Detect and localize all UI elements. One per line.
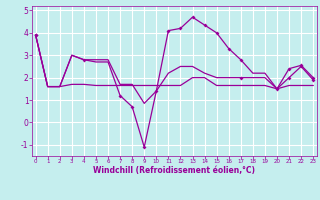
X-axis label: Windchill (Refroidissement éolien,°C): Windchill (Refroidissement éolien,°C) bbox=[93, 166, 255, 175]
